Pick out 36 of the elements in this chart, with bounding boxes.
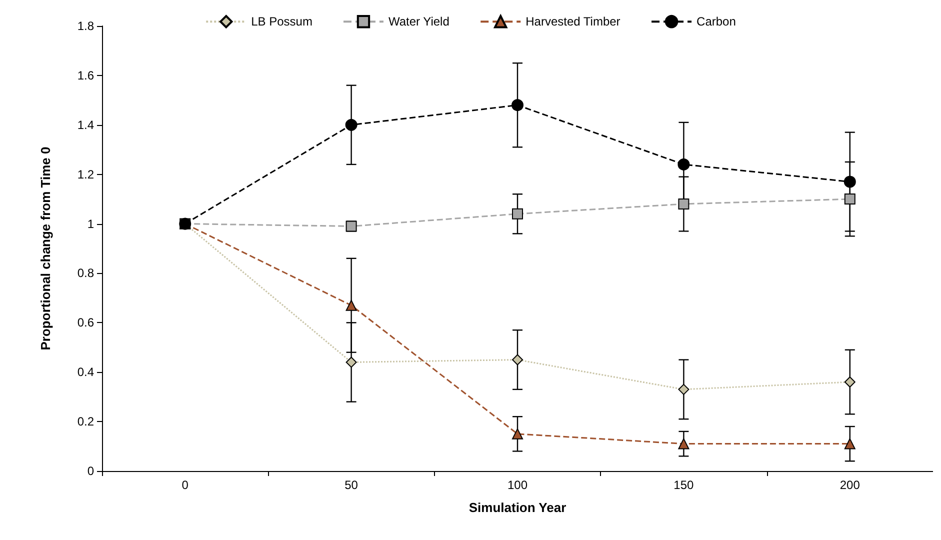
point xyxy=(512,428,523,440)
point xyxy=(844,194,856,205)
point xyxy=(678,438,690,450)
x-tick-label: 0 xyxy=(182,478,189,492)
legend-label: Carbon xyxy=(696,14,736,29)
point xyxy=(678,384,690,395)
x-tick-label: 200 xyxy=(840,478,860,492)
y-tick-label: 1.8 xyxy=(77,19,94,33)
y-tick-label: 0.8 xyxy=(77,266,94,280)
point xyxy=(678,158,690,170)
legend-label: Harvested Timber xyxy=(526,14,620,29)
y-tick-label: 0.4 xyxy=(77,365,94,380)
x-tick-label: 50 xyxy=(344,478,358,492)
point xyxy=(844,176,856,188)
point xyxy=(346,356,357,368)
x-axis-title: Simulation Year xyxy=(468,500,566,515)
point xyxy=(844,376,856,388)
x-tick-label: 100 xyxy=(507,478,528,492)
point xyxy=(512,208,523,220)
y-axis-title: Proportional change from Time 0 xyxy=(38,146,53,350)
x-tick-label: 150 xyxy=(674,478,694,492)
y-tick-label: 1 xyxy=(87,216,94,231)
point xyxy=(345,118,358,131)
legend-label: LB Possum xyxy=(251,14,312,29)
legend-label: Water Yield xyxy=(388,14,450,29)
point xyxy=(678,198,690,210)
point xyxy=(512,354,523,366)
point xyxy=(512,99,524,112)
y-tick-label: 0.6 xyxy=(77,316,94,330)
y-tick-label: 0 xyxy=(87,464,94,478)
y-tick-label: 0.2 xyxy=(77,414,94,429)
y-tick-label: 1.4 xyxy=(77,118,94,132)
y-tick-label: 1.6 xyxy=(77,68,94,82)
y-tick-label: 1.2 xyxy=(77,167,94,182)
point xyxy=(346,300,357,311)
point xyxy=(844,438,856,450)
